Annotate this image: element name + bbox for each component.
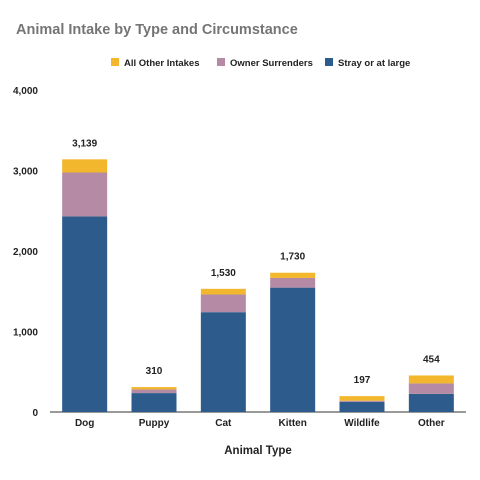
bar-segment: [62, 159, 108, 173]
bar-segment: [200, 312, 246, 412]
bar-segment: [270, 287, 316, 412]
data-label-total: 197: [354, 375, 371, 386]
x-tick-label: Cat: [215, 418, 232, 429]
bar-segment: [131, 389, 177, 394]
x-tick-label: Kitten: [278, 418, 306, 429]
bar-segment: [408, 375, 454, 384]
data-label-total: 1,730: [280, 252, 305, 263]
bar-segment: [408, 393, 454, 412]
bar-segment: [339, 396, 385, 401]
legend-swatch: [217, 58, 225, 66]
bar-segment: [200, 288, 246, 295]
bar-segment: [200, 294, 246, 313]
bar-segment: [270, 272, 316, 278]
x-axis-title: Animal Type: [224, 445, 292, 457]
bar-segment: [131, 387, 177, 390]
legend-swatch: [111, 58, 119, 66]
bar-segment: [62, 216, 108, 412]
y-tick-label: 1,000: [13, 328, 38, 339]
x-tick-label: Wildlife: [344, 418, 380, 429]
bar-segment: [408, 383, 454, 394]
bar-segment: [62, 172, 108, 217]
data-label-total: 1,530: [211, 268, 236, 279]
x-tick-label: Other: [418, 418, 445, 429]
legend-label: All Other Intakes: [124, 58, 200, 69]
chart-title: Animal Intake by Type and Circumstance: [16, 22, 298, 38]
bar-segment: [339, 401, 385, 412]
y-tick-label: 4,000: [13, 86, 38, 97]
x-tick-label: Puppy: [139, 418, 170, 429]
data-label-total: 3,139: [72, 138, 97, 149]
legend-swatch: [325, 58, 333, 66]
x-tick-label: Dog: [75, 418, 94, 429]
y-tick-label: 2,000: [13, 247, 38, 258]
legend-label: Owner Surrenders: [230, 58, 313, 69]
bar-segment: [270, 277, 316, 288]
data-label-total: 310: [146, 366, 163, 377]
bar-segment: [339, 400, 385, 402]
bar-segment: [131, 393, 177, 412]
legend-label: Stray or at large: [338, 58, 410, 69]
y-tick-label: 0: [32, 408, 38, 419]
y-tick-label: 3,000: [13, 167, 38, 178]
data-label-total: 454: [423, 354, 440, 365]
